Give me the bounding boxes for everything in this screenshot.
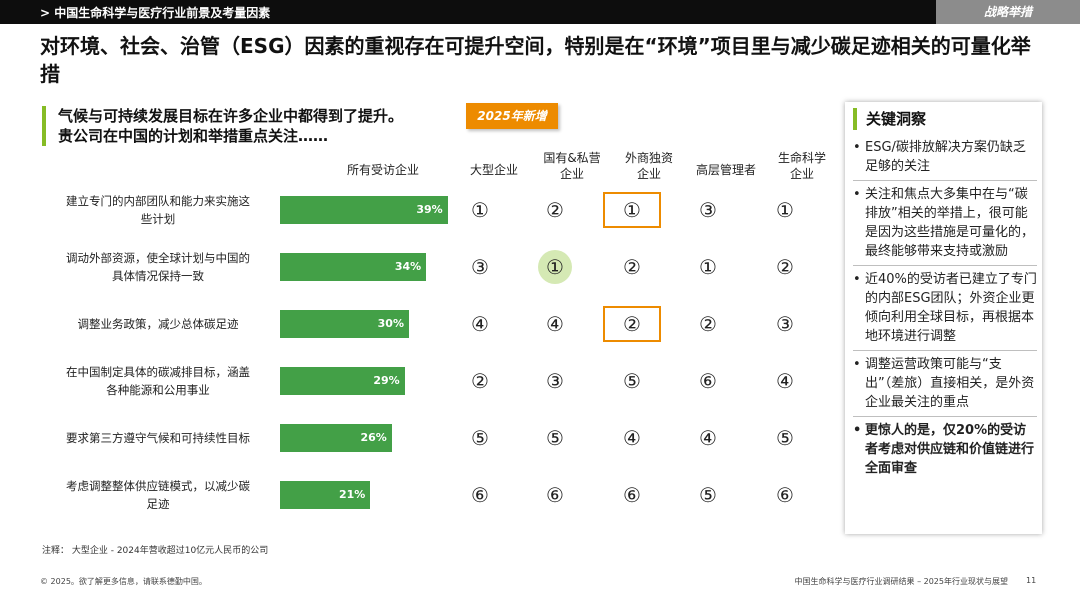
rank-cell: ②: [776, 255, 794, 279]
rank-cell: ④: [471, 312, 489, 336]
breadcrumb: > 中国生命科学与医疗行业前景及考量因素: [40, 6, 271, 20]
rank-cell: ①: [538, 250, 572, 284]
rank-cell: ③: [471, 255, 489, 279]
rank-cell: ②: [471, 369, 489, 393]
rank-cell: ⑤: [699, 483, 717, 507]
row-label-line: 要求第三方遵守气候和可持续性目标: [66, 431, 250, 445]
column-header-life-line-2: 企业: [789, 167, 814, 181]
rank-cell: ③: [699, 198, 717, 222]
rank-cell: ②: [546, 198, 564, 222]
rank-cell: ①: [699, 255, 717, 279]
row-label-line: 具体情况保持一致: [112, 269, 204, 283]
row-label: 调整业务政策，减少总体碳足迹: [40, 315, 276, 333]
row-label: 要求第三方遵守气候和可持续性目标: [40, 429, 276, 447]
bar-value-label: 30%: [377, 317, 404, 330]
bar-value-label: 34%: [394, 260, 422, 273]
rank-cell: ②: [623, 255, 641, 279]
bar: 26%: [280, 424, 392, 452]
rank-cell: ⑤: [776, 426, 794, 450]
insight-item: ESG/碳排放解决方案仍缺乏足够的关注: [853, 138, 1037, 181]
insight-item: 更惊人的是，仅20%的受访者考虑对供应链和价值链进行全面审查: [853, 421, 1037, 482]
rank-cell: ②: [699, 312, 717, 336]
insight-item: 调整运营政策可能与“支出”（差旅）直接相关，是外资企业最关注的重点: [853, 355, 1037, 417]
row-label-line: 各种能源和公用事业: [106, 383, 210, 397]
rank-cell: ④: [776, 369, 794, 393]
bar: 30%: [280, 310, 409, 338]
top-bar: > 中国生命科学与医疗行业前景及考量因素 战略举措: [0, 0, 1080, 24]
rank-cell: ①: [776, 198, 794, 222]
insights-list: ESG/碳排放解决方案仍缺乏足够的关注 关注和焦点大多集中在与“碳排放”相关的举…: [853, 138, 1037, 486]
bar: 29%: [280, 367, 405, 395]
row-label-line: 些计划: [140, 212, 176, 226]
column-header-life-line-1: 生命科学: [777, 151, 826, 165]
bar: 39%: [280, 196, 448, 224]
column-header-all: 所有受访企业: [346, 163, 419, 177]
page-title: 对环境、社会、治管（ESG）因素的重视存在可提升空间，特别是在“环境”项目里与减…: [40, 34, 1031, 86]
footnote: 注释： 大型企业 - 2024年营收超过10亿元人民币的公司: [42, 546, 269, 556]
rank-cell: ⑥: [471, 483, 489, 507]
rank-cell: ⑤: [623, 369, 641, 393]
rank-cell: ④: [699, 426, 717, 450]
row-label-line: 足迹: [146, 497, 170, 511]
column-header-soe: 国有&私营 企业: [535, 150, 609, 182]
chart-subtitle: 气候与可持续发展目标在许多企业中都得到了提升。 贵公司在中国的计划和举措重点关注…: [42, 106, 403, 146]
row-label: 考虑调整整体供应链模式，以减少碳 足迹: [40, 477, 276, 513]
rank-cell: ①: [471, 198, 489, 222]
row-label: 在中国制定具体的碳减排目标，涵盖 各种能源和公用事业: [40, 363, 276, 399]
row-label-line: 考虑调整整体供应链模式，以减少碳: [66, 479, 250, 493]
bar-value-label: 29%: [373, 374, 400, 387]
column-header-life: 生命科学 企业: [765, 150, 839, 182]
page-number: 11: [1026, 576, 1037, 585]
rank-cell: ③: [776, 312, 794, 336]
subtitle-line-2: 贵公司在中国的计划和举措重点关注……: [58, 127, 329, 145]
column-header-foreign-line-2: 企业: [636, 167, 661, 181]
rank-cell: ⑥: [699, 369, 717, 393]
rank-cell: ④: [623, 426, 641, 450]
row-label-line: 调整业务政策，减少总体碳足迹: [77, 317, 239, 331]
key-insights-panel: 关键洞察 ESG/碳排放解决方案仍缺乏足够的关注 关注和焦点大多集中在与“碳排放…: [845, 102, 1042, 534]
report-name: 中国生命科学与医疗行业调研结果 – 2025年行业现状与展望: [794, 577, 1008, 586]
column-header-soe-line-2: 企业: [559, 167, 584, 181]
rank-cell: ⑥: [776, 483, 794, 507]
section-tag: 战略举措: [936, 0, 1080, 24]
column-header-large: 大型企业: [469, 163, 518, 177]
row-label-line: 建立专门的内部团队和能力来实施这: [66, 194, 250, 208]
rank-cell: ⑤: [471, 426, 489, 450]
rank-cell: ⑥: [623, 483, 641, 507]
new-badge: 2025年新增: [466, 103, 558, 129]
insights-title: 关键洞察: [853, 108, 926, 130]
row-label: 建立专门的内部团队和能力来实施这 些计划: [40, 192, 276, 228]
bar-value-label: 39%: [416, 203, 443, 216]
rank-cell: ②: [603, 306, 661, 342]
row-label-line: 在中国制定具体的碳减排目标，涵盖: [66, 365, 250, 379]
bar-value-label: 26%: [360, 431, 387, 444]
bar: 34%: [280, 253, 427, 281]
column-header-exec: 高层管理者: [695, 163, 756, 177]
column-header-soe-line-1: 国有&私营: [543, 151, 601, 165]
rank-cell: ③: [546, 369, 564, 393]
column-header-foreign: 外商独资 企业: [612, 150, 686, 182]
bar-value-label: 21%: [338, 488, 366, 501]
rank-cell: ①: [603, 192, 661, 228]
row-label: 调动外部资源，使全球计划与中国的 具体情况保持一致: [40, 249, 276, 285]
subtitle-line-1: 气候与可持续发展目标在许多企业中都得到了提升。: [58, 107, 404, 125]
insight-item: 关注和焦点大多集中在与“碳排放”相关的举措上，很可能是因为这些措施是可量化的，最…: [853, 185, 1037, 266]
rank-cell: ⑤: [546, 426, 564, 450]
copyright: © 2025。欲了解更多信息，请联系德勤中国。: [40, 577, 207, 586]
column-header-foreign-line-1: 外商独资: [624, 151, 673, 165]
rank-cell: ⑥: [546, 483, 564, 507]
insight-item: 近40%的受访者已建立了专门的内部ESG团队；外资企业更倾向利用全球目标，再根据…: [853, 270, 1037, 351]
bar: 21%: [280, 481, 371, 509]
row-label-line: 调动外部资源，使全球计划与中国的: [66, 251, 250, 265]
rank-cell: ④: [546, 312, 564, 336]
